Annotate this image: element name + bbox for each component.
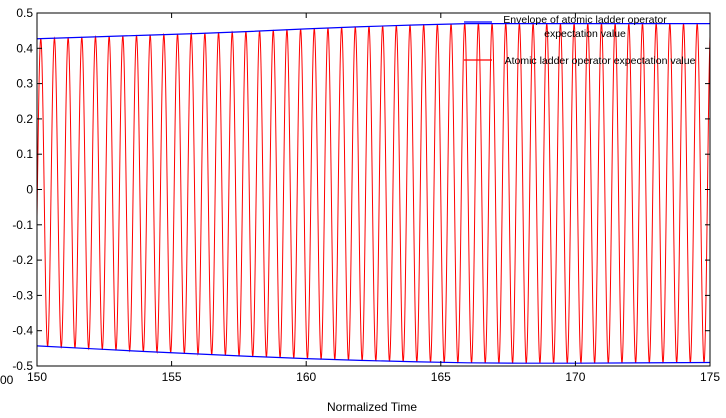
legend-label-envelope-line2: expectation value [544, 28, 626, 40]
envelope-upper-line [37, 22, 710, 40]
oscillation-line [37, 22, 710, 365]
x-tick-label: 165 [431, 370, 451, 384]
y-tick-label: 0.1 [16, 147, 33, 161]
envelope-lower-line [37, 345, 710, 364]
x-tick-label: 150 [27, 370, 47, 384]
cut-off-x-tick-label: 00 [0, 373, 14, 387]
y-tick-label: -0.5 [12, 359, 33, 373]
x-tick-label: 155 [162, 370, 182, 384]
legend-label-oscillation: Atomic ladder operator expectation value [505, 55, 696, 67]
x-tick-label: 160 [296, 370, 316, 384]
x-axis-label: Normalized Time [327, 400, 417, 414]
legend-label-envelope-line1: Envelope of atomic ladder operator [503, 14, 667, 26]
y-tick-label: -0.1 [12, 218, 33, 232]
y-tick-label: 0.3 [16, 77, 33, 91]
y-tick-label: -0.4 [12, 324, 33, 338]
y-tick-label: 0.4 [16, 41, 33, 55]
x-tick-label: 170 [565, 370, 585, 384]
legend: Envelope of atomic ladder operator Atomi… [464, 14, 696, 67]
y-tick-label: -0.3 [12, 288, 33, 302]
y-tick-label: 0.5 [16, 6, 33, 20]
oscillation-series [37, 22, 710, 365]
envelope-series [37, 22, 710, 364]
ticks: 150 155 160 165 170 175 0.5 0.4 0.3 0.2 0.1 0 -0.1 -0… [12, 6, 720, 384]
y-tick-label: 0.2 [16, 112, 33, 126]
x-tick-label: 175 [700, 370, 720, 384]
y-tick-label: 0 [26, 183, 33, 197]
y-tick-label: -0.2 [12, 253, 33, 267]
